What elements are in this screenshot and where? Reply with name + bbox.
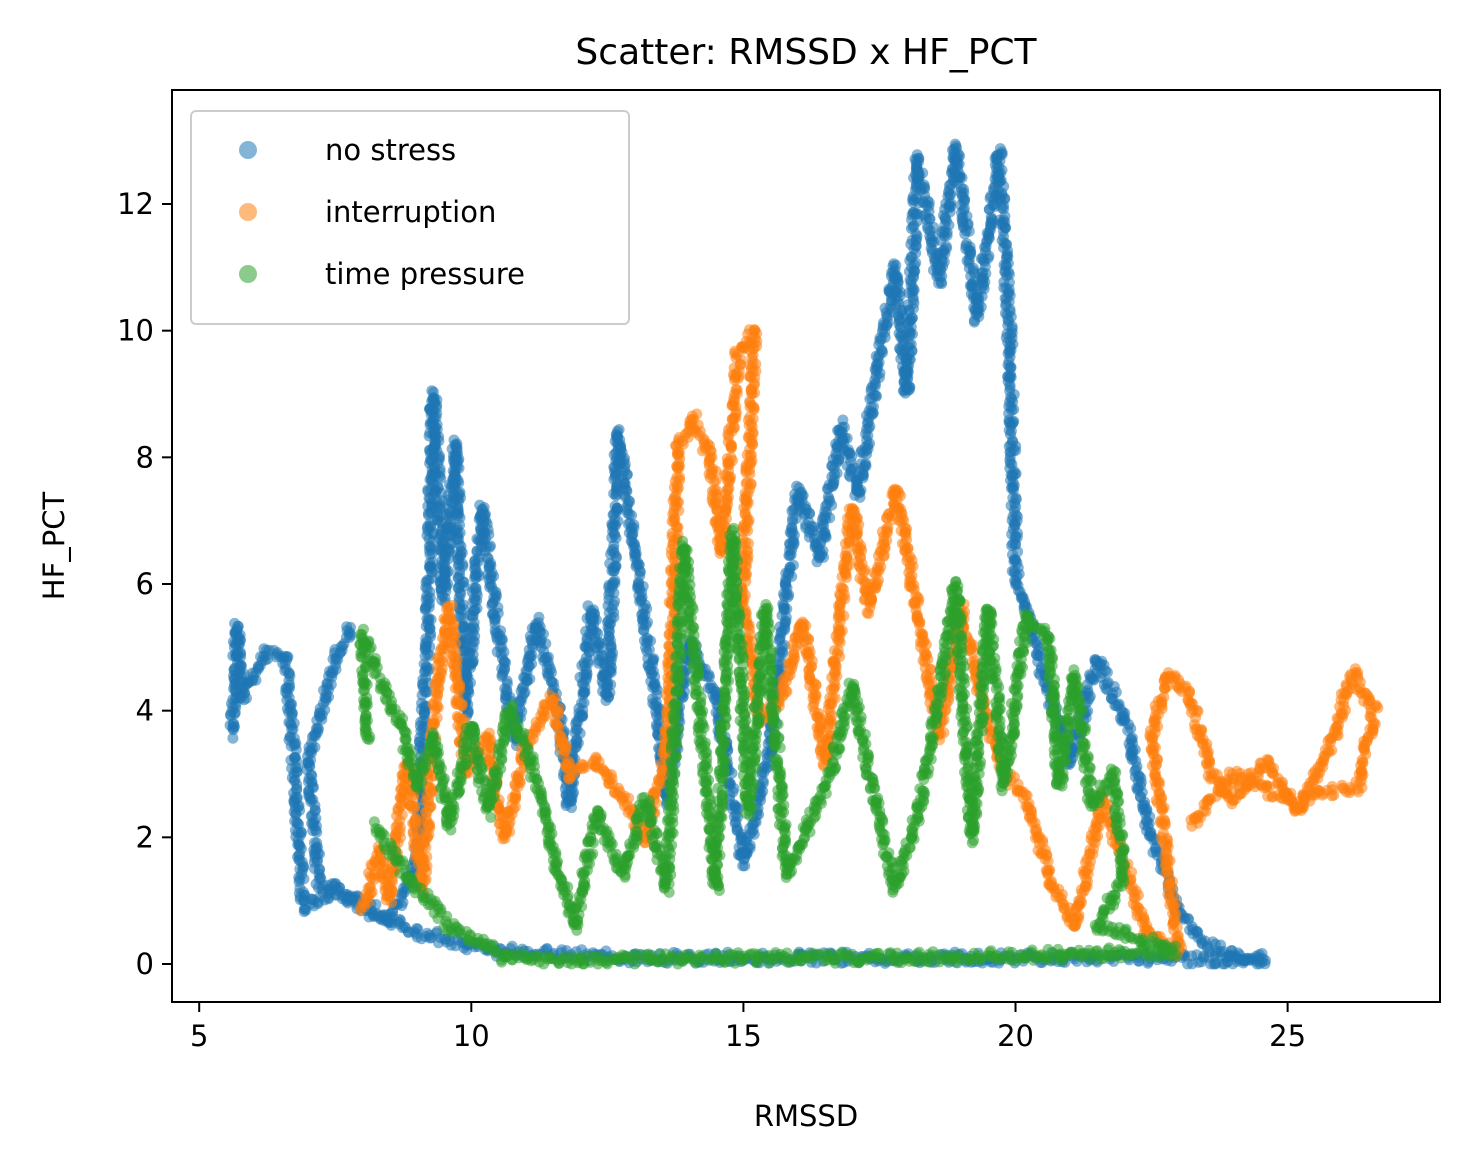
data-point [422, 520, 434, 532]
data-point [910, 155, 922, 166]
data-point [739, 860, 751, 872]
data-point [345, 621, 356, 633]
data-point [717, 516, 729, 528]
data-point [233, 638, 245, 650]
data-point [407, 803, 418, 815]
data-point [421, 613, 433, 625]
data-point [289, 774, 301, 786]
data-point [330, 664, 342, 675]
data-point [837, 414, 849, 426]
data-point [311, 837, 323, 849]
data-point [648, 653, 660, 665]
data-point [535, 641, 547, 653]
data-point [302, 757, 314, 769]
data-point [1003, 424, 1015, 436]
data-point [1005, 391, 1017, 403]
data-point [423, 623, 435, 635]
data-point [995, 175, 1007, 186]
data-point [435, 472, 447, 484]
data-point [456, 700, 468, 712]
data-point [310, 723, 322, 735]
data-point [443, 565, 455, 577]
data-point [998, 200, 1009, 212]
data-point [908, 220, 920, 232]
data-point [959, 228, 971, 240]
data-point [787, 559, 799, 571]
data-point [860, 458, 872, 470]
data-point [634, 565, 646, 577]
data-point [293, 876, 305, 888]
data-point [603, 691, 614, 703]
data-point [431, 419, 443, 431]
data-point [908, 207, 919, 219]
data-point [901, 364, 913, 375]
data-point [1002, 359, 1014, 371]
data-point [510, 790, 522, 802]
data-point [730, 383, 742, 395]
data-point [420, 633, 432, 645]
data-point [1008, 403, 1020, 415]
data-point [235, 648, 247, 660]
data-point [227, 718, 239, 730]
data-point [609, 595, 621, 607]
data-point [467, 582, 479, 594]
data-point [227, 732, 239, 744]
data-point [590, 626, 602, 638]
data-point [621, 507, 633, 519]
data-point [239, 687, 251, 699]
data-point [952, 157, 964, 169]
data-point [904, 327, 916, 339]
data-point [309, 741, 321, 753]
data-point [416, 697, 428, 709]
data-point [608, 543, 620, 555]
data-point [607, 576, 619, 588]
data-point [1125, 723, 1137, 735]
data-point [423, 575, 434, 587]
data-point [890, 259, 902, 271]
data-point [284, 670, 296, 682]
data-point [725, 452, 737, 464]
data-point [646, 668, 658, 680]
data-point [432, 514, 443, 526]
data-point [740, 466, 752, 478]
data-point [421, 851, 433, 863]
data-point [1101, 666, 1113, 678]
data-point [609, 500, 621, 512]
data-point [439, 557, 450, 569]
data-point [432, 501, 444, 513]
data-point [292, 827, 304, 839]
data-point [437, 590, 448, 601]
data-point [940, 240, 952, 252]
data-point [420, 660, 432, 672]
data-point [747, 438, 759, 450]
data-point [364, 871, 376, 882]
data-point [1131, 761, 1143, 773]
data-point [997, 225, 1009, 237]
chart-title: Scatter: RMSSD x HF_PCT [575, 32, 1037, 73]
plot-points [224, 138, 1384, 970]
data-point [875, 344, 887, 356]
